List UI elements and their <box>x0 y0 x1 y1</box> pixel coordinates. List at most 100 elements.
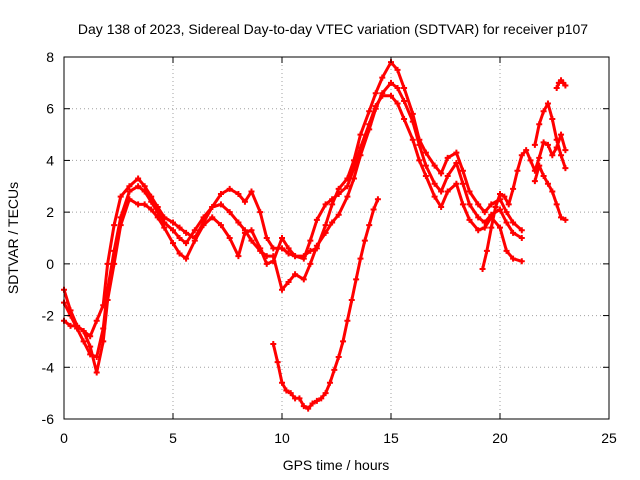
data-point <box>558 131 565 138</box>
data-point <box>270 245 277 252</box>
data-point <box>241 198 248 205</box>
axis-ticks: 0 5 10 15 20 25 -6 -4 -2 0 2 4 6 8 <box>42 49 617 446</box>
data-point <box>350 175 357 182</box>
series-markers-track-3 <box>61 92 525 376</box>
data-point <box>348 297 355 304</box>
data-point <box>176 235 183 241</box>
data-point <box>366 222 373 229</box>
data-point <box>292 271 299 278</box>
data-point <box>497 191 503 198</box>
data-point <box>170 240 176 247</box>
data-point <box>527 157 534 164</box>
data-point <box>305 405 312 412</box>
data-point <box>558 214 565 221</box>
series-markers-track-6 <box>531 100 569 172</box>
data-point <box>492 203 499 210</box>
data-point <box>459 180 466 187</box>
data-point <box>285 250 292 257</box>
data-point <box>481 224 488 231</box>
data-point <box>444 188 451 195</box>
data-point <box>100 338 107 345</box>
data-point <box>394 85 401 92</box>
data-point <box>466 216 473 223</box>
data-point <box>235 191 242 198</box>
data-point <box>453 180 460 187</box>
data-point <box>503 247 510 254</box>
data-point <box>326 379 333 386</box>
data-point <box>549 116 556 123</box>
x-axis-label: GPS time / hours <box>283 457 390 473</box>
x-tick-label: 20 <box>492 430 508 446</box>
data-point <box>388 92 394 99</box>
data-point <box>274 359 281 366</box>
data-point <box>562 216 569 223</box>
data-point <box>394 66 401 73</box>
data-point <box>170 227 176 234</box>
data-point <box>322 390 329 397</box>
data-point <box>331 366 338 373</box>
data-point <box>481 209 488 216</box>
data-point <box>553 201 560 208</box>
series-group <box>61 59 569 412</box>
data-point <box>170 219 176 226</box>
data-point <box>226 235 233 241</box>
data-point <box>444 172 451 179</box>
data-point <box>285 278 292 285</box>
data-point <box>466 201 473 208</box>
data-point <box>176 224 183 231</box>
data-point <box>257 209 264 216</box>
data-point <box>292 253 299 260</box>
data-point <box>503 209 510 216</box>
data-point <box>466 188 473 195</box>
data-point <box>80 338 87 345</box>
x-tick-label: 0 <box>60 430 68 446</box>
data-point <box>183 229 190 236</box>
data-point <box>209 214 216 221</box>
data-point <box>67 322 74 329</box>
data-point <box>104 297 111 304</box>
data-point <box>335 211 342 218</box>
data-point <box>344 317 351 324</box>
data-point <box>322 229 329 236</box>
data-point <box>479 266 486 273</box>
data-point <box>80 328 87 335</box>
data-point <box>523 147 530 154</box>
series-markers-track-4 <box>270 196 381 412</box>
data-point <box>401 116 408 123</box>
data-point <box>141 188 148 195</box>
data-point <box>379 74 386 81</box>
y-tick-label: 8 <box>46 49 54 65</box>
data-point <box>322 222 329 229</box>
x-tick-label: 15 <box>383 430 399 446</box>
x-tick-label: 10 <box>274 430 290 446</box>
data-point <box>135 183 142 190</box>
data-point <box>540 108 547 115</box>
data-point <box>431 180 438 187</box>
data-point <box>544 141 551 148</box>
data-point <box>270 341 277 348</box>
data-point <box>248 188 255 195</box>
data-point <box>300 403 307 410</box>
data-point <box>200 222 207 229</box>
data-point <box>126 188 133 195</box>
data-point <box>488 201 495 208</box>
data-point <box>372 90 379 97</box>
data-point <box>505 201 512 208</box>
data-point <box>475 227 482 234</box>
data-point <box>329 219 336 226</box>
data-point <box>161 224 168 231</box>
series-line-track-2 <box>62 81 524 359</box>
series-markers-track-8 <box>553 77 569 92</box>
data-point <box>279 235 285 241</box>
data-point <box>422 172 429 179</box>
y-tick-label: -4 <box>42 359 55 375</box>
series-markers-track-2 <box>61 79 525 360</box>
data-point <box>217 201 224 208</box>
data-point <box>111 260 118 267</box>
data-point <box>444 154 451 161</box>
data-point <box>401 97 408 104</box>
y-axis-label: SDTVAR / TECUs <box>5 182 21 294</box>
data-point <box>322 201 329 208</box>
data-point <box>562 165 569 172</box>
